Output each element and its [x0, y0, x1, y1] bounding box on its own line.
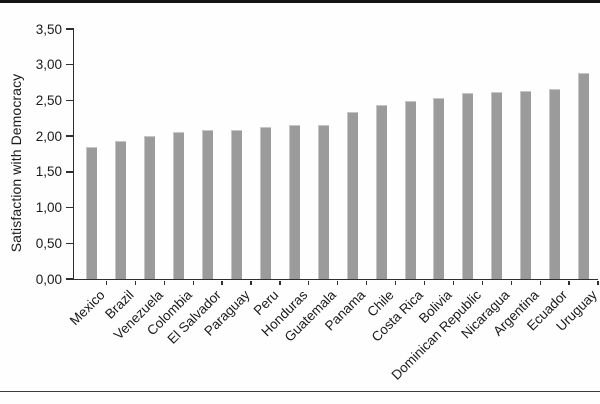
bottom-border-rule — [0, 391, 600, 392]
bar-paraguay — [231, 129, 243, 279]
x-tick-mark-15 — [510, 280, 512, 285]
y-tick-label-1_50: 1,50 — [35, 164, 62, 180]
y-tick-label-1_00: 1,00 — [35, 200, 62, 216]
top-border-rule — [0, 0, 600, 3]
x-tick-mark-10 — [366, 280, 368, 285]
plot-area — [66, 28, 599, 285]
y-tick-mark-2_50 — [66, 99, 74, 102]
x-tick-mark-8 — [308, 280, 310, 285]
bar-honduras — [288, 124, 300, 279]
x-tick-mark-7 — [279, 280, 281, 285]
bar-venezuela — [144, 136, 156, 279]
bar-colombia — [173, 131, 185, 279]
y-tick-mark-1_00 — [66, 206, 74, 209]
bar-chile — [375, 105, 387, 279]
x-tick-mark-13 — [452, 280, 455, 285]
y-tick-label-2_50: 2,50 — [35, 92, 62, 108]
bar-guatemala — [317, 124, 329, 279]
bar-costa-rica — [404, 101, 416, 279]
x-tick-mark-4 — [192, 280, 194, 285]
bar-nicaragua — [491, 91, 503, 279]
y-tick-mark-1_50 — [66, 171, 74, 173]
x-tick-mark-12 — [423, 280, 426, 285]
bar-panama — [346, 111, 358, 279]
x-tick-mark-17 — [568, 280, 570, 285]
x-tick-mark-11 — [394, 280, 397, 285]
y-tick-mark-2_00 — [66, 135, 74, 137]
bar-uruguay — [578, 72, 590, 279]
x-tick-mark-9 — [337, 280, 339, 285]
x-tick-mark-6 — [250, 280, 252, 285]
x-tick-mark-14 — [481, 280, 483, 285]
x-label-mexico: Mexico — [67, 287, 108, 329]
y-tick-mark-0_50 — [66, 242, 74, 245]
bar-mexico — [86, 146, 98, 279]
bar-brazil — [115, 141, 127, 279]
x-tick-mark-3 — [163, 280, 165, 285]
bar-dominican-republic — [462, 93, 474, 279]
x-tick-mark-1 — [105, 280, 108, 285]
bar-ecuador — [549, 89, 561, 279]
y-tick-mark-3_50 — [66, 28, 74, 30]
bar-bolivia — [433, 97, 445, 279]
y-tick-label-3_50: 3,50 — [35, 21, 62, 37]
y-tick-label-3_00: 3,00 — [35, 57, 62, 73]
y-tick-mark-0_00 — [66, 278, 74, 280]
bar-argentina — [520, 91, 532, 279]
y-tick-label-0_50: 0,50 — [35, 235, 62, 251]
y-tick-mark-3_00 — [66, 63, 74, 66]
x-tick-mark-18 — [597, 280, 599, 285]
x-tick-mark-16 — [539, 280, 541, 285]
x-tick-mark-5 — [221, 280, 223, 285]
y-tick-label-0_00: 0,00 — [35, 271, 62, 287]
y-tick-label-2_00: 2,00 — [35, 128, 62, 144]
bar-el-salvador — [202, 130, 214, 279]
bar-peru — [259, 126, 271, 279]
x-tick-mark-2 — [134, 280, 136, 285]
